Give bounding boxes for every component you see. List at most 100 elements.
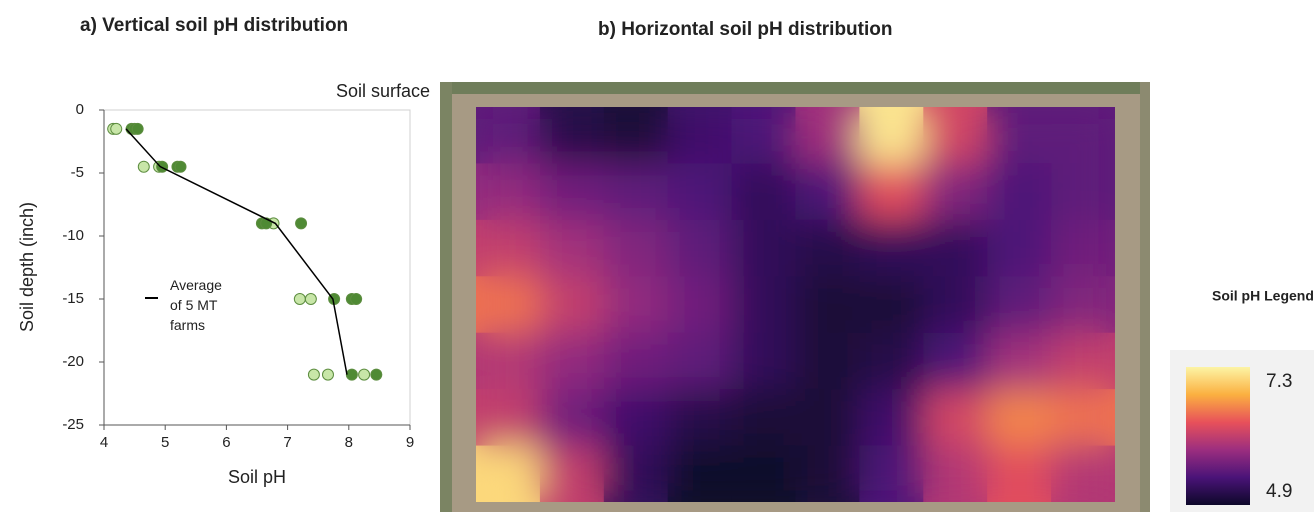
- x-tick-label: 9: [406, 434, 414, 451]
- heat-cell: [1051, 445, 1115, 502]
- heat-cell: [859, 332, 924, 390]
- heat-cell: [795, 276, 860, 334]
- heat-cell: [987, 107, 1052, 164]
- x-tick-label: 7: [283, 434, 291, 451]
- colorbar-title: Soil pH Legend: [1212, 288, 1314, 304]
- heat-cell: [987, 389, 1052, 447]
- data-point: [370, 368, 383, 381]
- heat-cell: [603, 107, 669, 164]
- heat-cell: [795, 332, 860, 390]
- heat-cell: [923, 276, 988, 334]
- heat-cell: [476, 332, 541, 390]
- heat-cell: [1051, 332, 1115, 390]
- heat-cell: [987, 276, 1052, 334]
- heat-cell: [603, 332, 669, 390]
- heat-cell: [1051, 276, 1115, 334]
- heat-cell: [667, 445, 733, 502]
- x-tick-label: 6: [222, 434, 230, 451]
- data-point: [293, 293, 306, 305]
- heat-cell: [603, 219, 669, 277]
- heat-cell: [667, 276, 733, 334]
- x-tick-label: 8: [345, 434, 353, 451]
- heat-cell: [1051, 219, 1115, 277]
- heat-cell: [539, 163, 605, 221]
- heat-cell: [859, 219, 924, 277]
- heat-cell: [795, 163, 860, 221]
- heat-cell: [667, 332, 733, 390]
- data-point: [174, 160, 187, 173]
- heat-cell: [859, 107, 924, 164]
- heat-cell: [603, 163, 669, 221]
- colorbar-ticks: 7.3 4.9: [1266, 371, 1292, 502]
- scatter-plot: 4 5 6 7 8 9 0 -5 -10 -15 -20 -25: [62, 101, 414, 451]
- y-tick-label: 0: [76, 101, 84, 118]
- heat-cell: [1051, 107, 1115, 164]
- heat-cell: [795, 219, 860, 277]
- heat-cell: [667, 107, 733, 164]
- y-tick-label: -25: [62, 416, 84, 433]
- y-tick-label: -15: [62, 290, 84, 307]
- heat-cell: [923, 389, 988, 447]
- heat-cell: [539, 107, 605, 164]
- data-point: [345, 368, 358, 381]
- data-point: [110, 122, 123, 135]
- heat-cell: [731, 107, 796, 164]
- heat-cell: [476, 445, 541, 502]
- heat-cell: [667, 219, 733, 277]
- data-point: [137, 160, 150, 173]
- annotation: Soil surface: [336, 81, 430, 101]
- data-point: [307, 368, 320, 381]
- heat-cell: [731, 389, 796, 447]
- heat-cell: [539, 219, 605, 277]
- heat-cell: [603, 389, 669, 447]
- data-point: [321, 368, 334, 381]
- heat-cell: [1051, 389, 1115, 447]
- heat-cell: [859, 445, 924, 502]
- heat-cell: [539, 389, 605, 447]
- heat-cell: [923, 107, 988, 164]
- x-tick-label: 5: [161, 434, 169, 451]
- colorbar-tick-label: 7.3: [1266, 371, 1292, 392]
- heat-cell: [731, 445, 796, 502]
- heat-cell: [476, 276, 541, 334]
- data-point: [295, 217, 308, 230]
- heat-cell: [476, 389, 541, 447]
- heat-cell: [987, 332, 1052, 390]
- data-point: [156, 160, 169, 173]
- heat-cell: [731, 163, 796, 221]
- heat-cell: [923, 445, 988, 502]
- heatmap: [476, 107, 1115, 502]
- heat-cell: [731, 219, 796, 277]
- heat-cell: [539, 445, 605, 502]
- heat-cell: [667, 163, 733, 221]
- field-edge: [440, 82, 1150, 94]
- heat-cell: [923, 163, 988, 221]
- y-tick-label: -5: [71, 164, 84, 181]
- heat-cell: [795, 445, 860, 502]
- heat-cell: [859, 276, 924, 334]
- data-point: [304, 293, 317, 305]
- heat-cell: [603, 445, 669, 502]
- heat-cell: [987, 163, 1052, 221]
- heat-cell: [987, 445, 1052, 502]
- heat-cell: [539, 332, 605, 390]
- y-tick-label: -20: [62, 353, 84, 370]
- x-axis-label: Soil pH: [228, 467, 286, 487]
- heat-cell: [795, 389, 860, 447]
- heat-cell: [923, 219, 988, 277]
- colorbar-tick-label: 4.9: [1266, 481, 1292, 502]
- heat-cell: [603, 276, 669, 334]
- average-line: [125, 128, 348, 375]
- heat-cell: [539, 276, 605, 334]
- heat-cell: [667, 389, 733, 447]
- heat-cell: [923, 332, 988, 390]
- heat-cell: [731, 276, 796, 334]
- heat-cell: [476, 163, 541, 221]
- colorbar: [1186, 367, 1250, 505]
- data-point: [350, 293, 363, 305]
- y-tick-label: -10: [62, 227, 84, 244]
- heat-cell: [795, 107, 860, 164]
- heat-cell: [987, 219, 1052, 277]
